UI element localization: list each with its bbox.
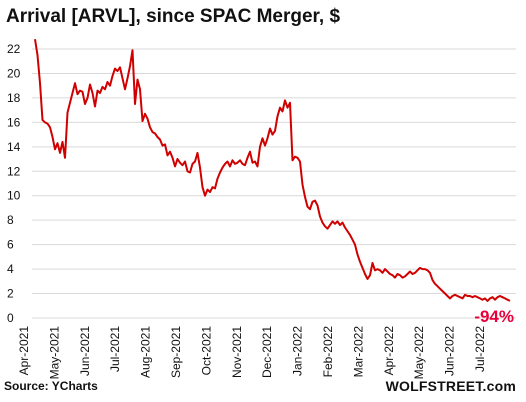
gridlines — [32, 48, 516, 319]
x-axis-ticks: Apr-2021 May-2021 Jun-2021 Jul-2021 Aug-2021… — [17, 326, 487, 380]
y-tick-label: 20 — [7, 66, 21, 80]
y-axis-ticks: 0 2 4 6 8 10 12 14 16 18 20 22 — [7, 42, 21, 325]
y-tick-label: 10 — [7, 189, 21, 203]
x-tick-label: Dec-2021 — [260, 326, 274, 378]
y-tick-label: 12 — [7, 164, 21, 178]
x-tick-label: Apr-2021 — [17, 326, 31, 376]
brand-logo-text: WOLFSTREET.com — [385, 378, 516, 394]
y-tick-label: 4 — [7, 262, 14, 276]
y-tick-label: 14 — [7, 140, 21, 154]
series-layer — [34, 39, 511, 302]
x-tick-label: Apr-2022 — [382, 326, 396, 376]
x-tick-label: Aug-2021 — [139, 326, 153, 378]
y-tick-label: 2 — [7, 287, 14, 301]
x-tick-label: Oct-2021 — [199, 326, 213, 376]
x-tick-label: Mar-2022 — [351, 326, 365, 378]
x-tick-label: Sep-2021 — [169, 326, 183, 378]
y-tick-label: 16 — [7, 115, 21, 129]
y-tick-label: 0 — [7, 311, 14, 325]
series-line — [34, 39, 511, 302]
x-tick-label: Jul-2021 — [108, 326, 122, 372]
x-tick-label: Nov-2021 — [230, 326, 244, 378]
y-tick-label: 8 — [7, 213, 14, 227]
chart-title: Arrival [ARVL], since SPAC Merger, $ — [6, 6, 341, 27]
source-note: Source: YCharts — [4, 379, 98, 393]
y-tick-label: 6 — [7, 238, 14, 252]
x-tick-label: Jul-2022 — [473, 326, 487, 372]
x-tick-label: May-2021 — [47, 326, 61, 380]
x-tick-label: Jun-2022 — [443, 326, 457, 376]
y-tick-label: 18 — [7, 91, 21, 105]
x-tick-label: Jan-2022 — [291, 326, 305, 376]
x-tick-label: May-2022 — [412, 326, 426, 380]
y-tick-label: 22 — [7, 42, 21, 56]
change-annotation: -94% — [474, 307, 514, 326]
x-tick-label: Jun-2021 — [78, 326, 92, 376]
x-tick-label: Feb-2022 — [321, 326, 335, 378]
